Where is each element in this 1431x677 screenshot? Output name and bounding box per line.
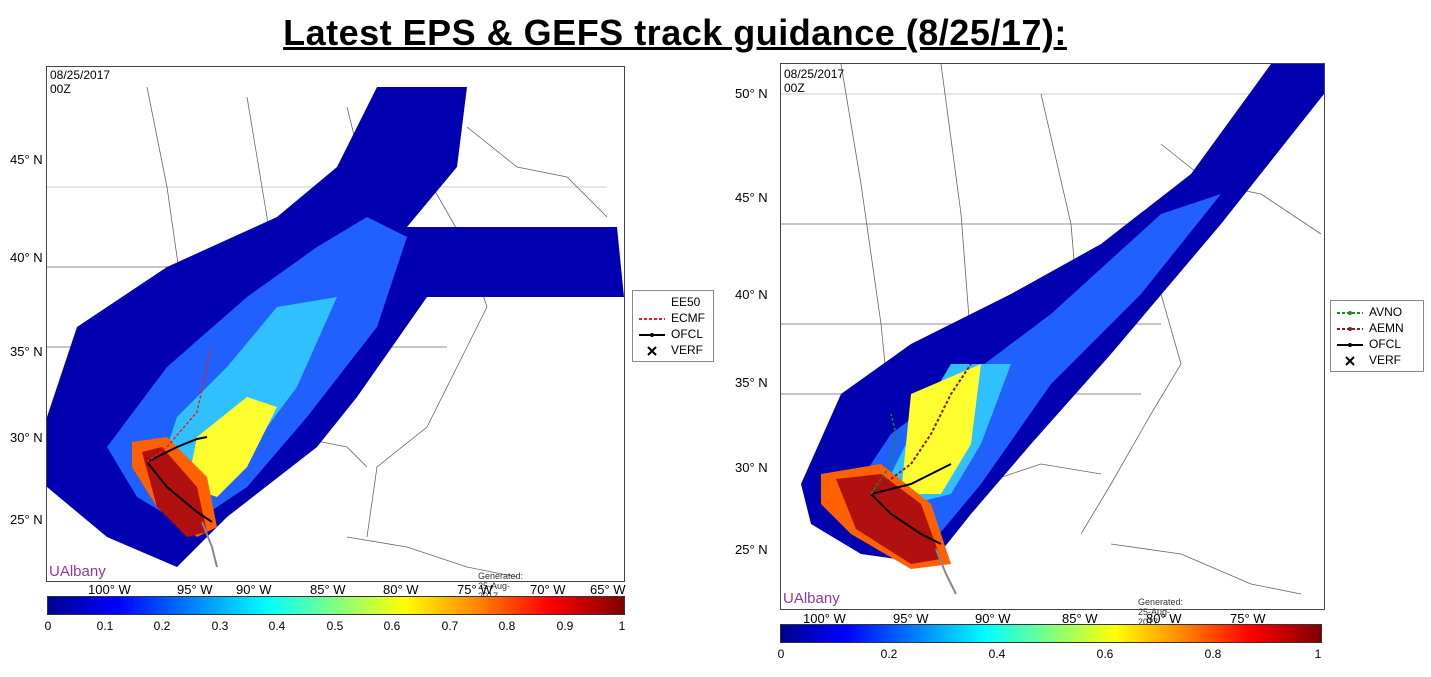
legend-item: ECMF	[639, 310, 707, 326]
colorbar-tick: 0.4	[268, 619, 286, 633]
legend-item: OFCL	[1337, 336, 1417, 352]
legend-label: OFCL	[671, 327, 704, 341]
colorbar-tick: 0.6	[383, 619, 401, 633]
right-ualbany-logo: UAlbany	[783, 590, 840, 607]
left-lat-label: 35° N	[10, 344, 43, 359]
right-lon-label: 80° W	[1146, 611, 1182, 626]
left-lon-label: 80° W	[383, 582, 419, 597]
colorbar-tick: 0	[777, 647, 785, 661]
left-colorbar	[47, 596, 625, 615]
right-lat-label: 35° N	[735, 375, 768, 390]
aemn-swatch	[1337, 323, 1363, 333]
right-probability-swath	[801, 64, 1324, 569]
colorbar-tick: 1	[618, 619, 626, 633]
right-date-label: 08/25/2017 00Z	[784, 67, 845, 95]
legend-item: AEMN	[1337, 320, 1417, 336]
colorbar-tick: 0.2	[880, 647, 898, 661]
legend-label: EE50	[671, 295, 701, 309]
legend-label: OFCL	[1369, 337, 1402, 351]
right-map	[780, 63, 1325, 610]
left-lon-label: 100° W	[88, 582, 131, 597]
right-lon-label: 100° W	[803, 611, 846, 626]
left-lat-label: 40° N	[10, 250, 43, 265]
left-date-label: 08/25/2017 00Z	[50, 68, 111, 96]
right-tracks	[870, 363, 972, 595]
legend-item: VERF	[639, 342, 707, 358]
left-tracks	[146, 346, 218, 568]
right-lat-label: 40° N	[735, 287, 768, 302]
left-probability-swath	[47, 87, 624, 567]
colorbar-tick: 0.5	[326, 619, 344, 633]
right-lon-label: 90° W	[975, 611, 1011, 626]
verf-x-icon	[1337, 355, 1363, 366]
right-legend: AVNO AEMN OFCL VERF	[1330, 300, 1424, 372]
left-lon-label: 70° W	[530, 582, 566, 597]
right-lat-label: 45° N	[735, 190, 768, 205]
colorbar-tick: 0.1	[96, 619, 114, 633]
legend-label: VERF	[671, 343, 704, 357]
avno-swatch	[1337, 307, 1363, 317]
left-lon-label: 65° W	[590, 582, 626, 597]
left-lat-label: 25° N	[10, 512, 43, 527]
right-lon-label: 75° W	[1230, 611, 1266, 626]
colorbar-tick: 0.2	[153, 619, 171, 633]
legend-label: ECMF	[671, 311, 705, 325]
verf-x-icon	[639, 345, 665, 356]
right-lat-label: 25° N	[735, 542, 768, 557]
colorbar-tick: 0	[44, 619, 52, 633]
right-lon-label: 85° W	[1062, 611, 1098, 626]
ee50-swatch	[639, 297, 665, 307]
ecmf-swatch	[639, 313, 665, 323]
ofcl-swatch	[1337, 339, 1363, 349]
left-ualbany-logo: UAlbany	[49, 563, 106, 580]
colorbar-tick: 0.7	[441, 619, 459, 633]
legend-item: AVNO	[1337, 304, 1417, 320]
left-lon-label: 90° W	[236, 582, 272, 597]
left-legend: EE50 ECMF OFCL VERF	[632, 290, 714, 362]
colorbar-tick: 1	[1314, 647, 1322, 661]
right-lat-label: 30° N	[735, 460, 768, 475]
colorbar-tick: 0.9	[556, 619, 574, 633]
right-map-graphic	[781, 64, 1324, 595]
left-lon-label: 95° W	[177, 582, 213, 597]
legend-label: VERF	[1369, 353, 1402, 367]
legend-item: OFCL	[639, 326, 707, 342]
colorbar-tick: 0.3	[211, 619, 229, 633]
colorbar-tick: 0.6	[1096, 647, 1114, 661]
right-lon-label: 95° W	[893, 611, 929, 626]
left-lon-label: 85° W	[310, 582, 346, 597]
legend-item: VERF	[1337, 352, 1417, 368]
left-lat-label: 30° N	[10, 430, 43, 445]
legend-item: EE50	[639, 294, 707, 310]
ofcl-swatch	[639, 329, 665, 339]
page-title: Latest EPS & GEFS track guidance (8/25/1…	[283, 12, 1067, 53]
left-map	[46, 66, 625, 582]
colorbar-tick: 0.8	[1204, 647, 1222, 661]
right-lat-label: 50° N	[735, 86, 768, 101]
left-map-graphic	[47, 86, 624, 578]
colorbar-tick: 0.8	[498, 619, 516, 633]
left-lon-label: 75° W	[457, 582, 493, 597]
right-colorbar	[780, 624, 1322, 643]
colorbar-tick: 0.4	[988, 647, 1006, 661]
left-lat-label: 45° N	[10, 152, 43, 167]
legend-label: AVNO	[1369, 305, 1403, 319]
legend-label: AEMN	[1369, 321, 1404, 335]
